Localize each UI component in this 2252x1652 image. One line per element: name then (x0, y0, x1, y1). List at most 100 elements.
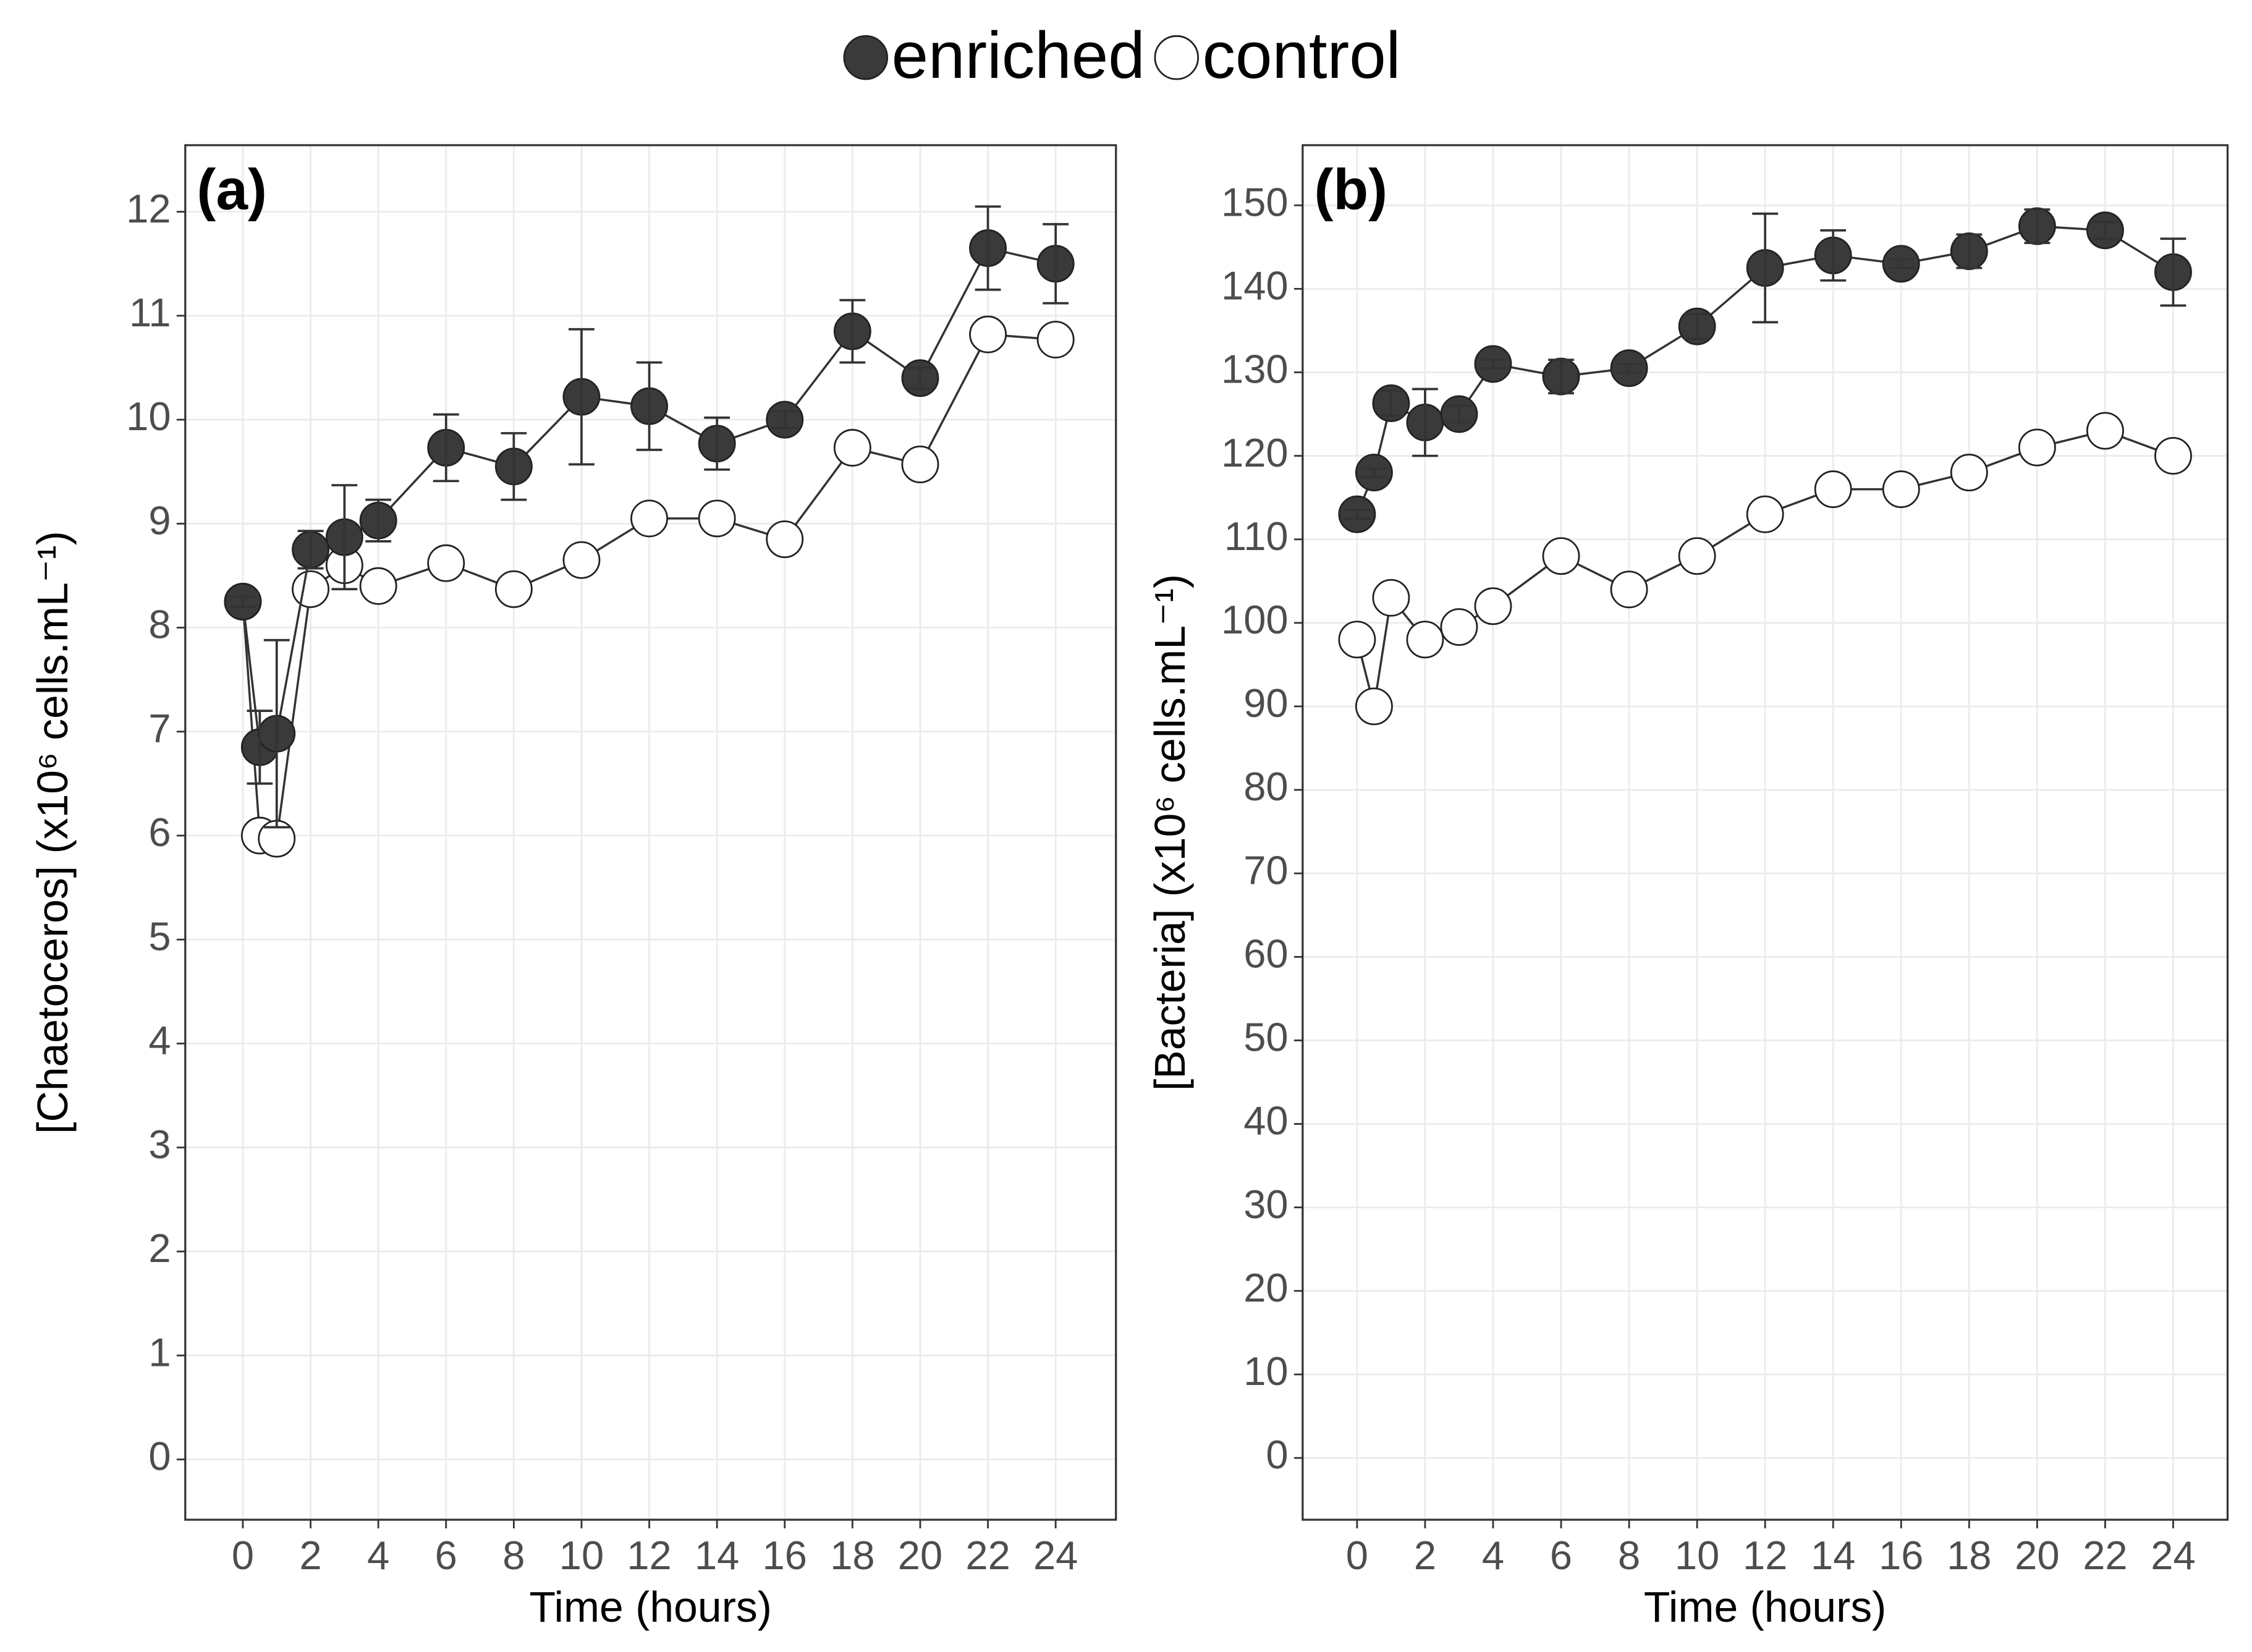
error-bar-line (1684, 313, 1711, 341)
data-point (562, 541, 601, 579)
y-tick-label: 30 (1243, 1182, 1288, 1227)
x-axis-title: Time (hours) (1644, 1583, 1886, 1631)
y-tick-label: 5 (148, 913, 171, 959)
data-point (1036, 321, 1075, 358)
series-line (1356, 225, 2174, 515)
error-bar (433, 413, 459, 483)
data-point (833, 429, 871, 467)
error-bar-line (365, 498, 392, 543)
plot-background (185, 145, 1116, 1520)
y-tick-label: 80 (1243, 764, 1288, 809)
data-point (1440, 608, 1478, 646)
x-tick-label: 16 (763, 1533, 807, 1578)
error-bar (1361, 467, 1387, 478)
error-bar-line (230, 595, 256, 608)
y-tick-label: 12 (126, 186, 171, 231)
error-bar (1548, 358, 1574, 395)
x-tick-label: 8 (502, 1533, 525, 1578)
error-bar-line (1752, 212, 1779, 324)
x-tick-label: 18 (830, 1533, 874, 1578)
legend-marker (843, 35, 889, 80)
error-bar (1480, 358, 1506, 370)
error-bar (704, 416, 730, 471)
y-tick-label: 100 (1221, 597, 1289, 642)
x-tick-label: 16 (1879, 1533, 1923, 1578)
y-tick-label: 0 (148, 1434, 171, 1479)
y-tick-label: 0 (1266, 1432, 1288, 1477)
y-tick-label: 120 (1221, 430, 1289, 475)
error-bar-line (297, 530, 324, 570)
legend-marker (1154, 35, 1200, 80)
data-point (1950, 454, 1988, 492)
series-line (1356, 430, 2174, 707)
error-bar-line (1548, 358, 1574, 395)
y-axis-title: [Bacteria] (x10⁶ cells.mL⁻¹) (1146, 574, 1194, 1091)
error-bar-line (331, 484, 358, 591)
x-tick-label: 0 (232, 1533, 254, 1578)
y-tick-label: 6 (148, 810, 171, 855)
error-bar (2024, 208, 2051, 244)
data-point (969, 315, 1007, 354)
y-tick-label: 150 (1221, 179, 1289, 224)
y-tick-label: 10 (126, 394, 171, 439)
error-bar (331, 484, 358, 591)
y-tick-label: 130 (1221, 347, 1289, 392)
x-tick-label: 2 (1414, 1533, 1436, 1578)
error-bar (907, 366, 933, 390)
y-tick-label: 60 (1243, 931, 1288, 976)
series-line (242, 247, 1056, 750)
error-bar-line (1956, 233, 1983, 269)
data-point (1355, 687, 1393, 726)
legend-label: enriched (892, 18, 1145, 92)
data-point (1338, 621, 1376, 659)
y-tick-label: 8 (148, 602, 171, 647)
x-tick-label: 12 (1743, 1533, 1787, 1578)
x-tick-label: 14 (695, 1533, 739, 1578)
error-bar (569, 328, 595, 466)
data-point (1746, 495, 1784, 533)
error-bar (230, 595, 256, 608)
y-tick-label: 11 (129, 290, 171, 335)
error-bar-line (1344, 509, 1370, 520)
error-bar-line (1361, 467, 1387, 478)
error-bar-line (1480, 358, 1506, 370)
error-bar-line (2160, 237, 2186, 307)
error-bar (1043, 222, 1069, 305)
x-tick-label: 6 (1550, 1533, 1572, 1578)
y-tick-label: 70 (1243, 847, 1288, 892)
error-bar (1752, 212, 1779, 324)
x-tick-label: 10 (1675, 1533, 1719, 1578)
y-tick-label: 7 (148, 706, 171, 751)
y-tick-label: 10 (1243, 1349, 1288, 1394)
error-bar-line (1446, 404, 1472, 424)
x-tick-label: 10 (559, 1533, 604, 1578)
error-bar (1446, 404, 1472, 424)
error-bar (1820, 229, 1847, 282)
error-bar (1344, 509, 1370, 520)
data-point (901, 445, 939, 483)
y-tick-label: 50 (1243, 1015, 1288, 1060)
data-point (630, 499, 669, 538)
y-tick-label: 140 (1221, 263, 1289, 308)
data-point (1678, 537, 1716, 575)
error-bar-line (2092, 221, 2119, 240)
y-tick-label: 9 (148, 498, 171, 543)
error-bar (263, 638, 290, 829)
y-tick-label: 40 (1243, 1098, 1288, 1143)
x-tick-label: 24 (1033, 1533, 1078, 1578)
series-line (242, 333, 1056, 841)
plot-border (184, 144, 1117, 1521)
data-point (427, 544, 465, 582)
x-tick-label: 4 (367, 1533, 389, 1578)
data-point (1372, 578, 1410, 617)
error-bar (297, 530, 324, 570)
x-tick-label: 20 (2015, 1533, 2059, 1578)
error-bar (1378, 389, 1404, 417)
x-tick-label: 2 (299, 1533, 321, 1578)
y-tick-label: 1 (148, 1329, 171, 1375)
y-tick-label: 110 (1224, 514, 1289, 559)
x-tick-label: 20 (898, 1533, 942, 1578)
error-bar (1684, 313, 1711, 341)
